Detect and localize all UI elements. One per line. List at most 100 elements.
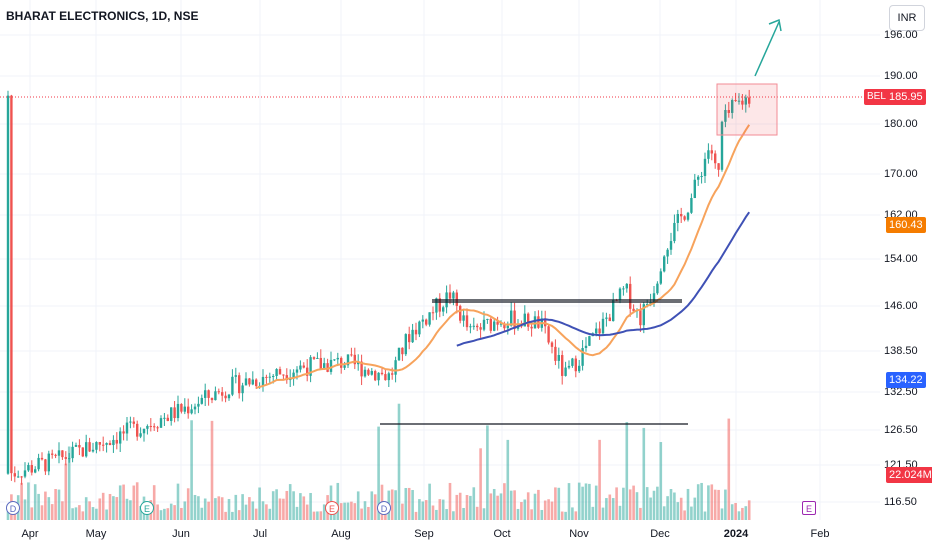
candle-body <box>108 443 112 446</box>
candle-body <box>227 394 231 399</box>
candle-body <box>744 97 747 105</box>
event-marker-icon[interactable]: D <box>6 501 20 515</box>
x-tick-label: Dec <box>650 528 670 540</box>
volume-bar <box>261 501 265 520</box>
candle-body <box>503 323 506 329</box>
candle-body <box>221 392 224 396</box>
volume-bar <box>435 509 438 520</box>
candle-body <box>720 121 724 170</box>
volume-bar <box>724 489 727 520</box>
candle-body <box>710 150 713 154</box>
volume-bar <box>625 422 629 520</box>
volume-bar <box>193 494 197 520</box>
volume-bar <box>217 496 221 520</box>
candle-body <box>336 357 339 360</box>
volume-bar <box>394 490 397 520</box>
volume-bar <box>700 482 703 520</box>
candle-body <box>663 256 666 272</box>
volume-bar <box>234 494 238 520</box>
currency-button[interactable]: INR <box>889 5 925 31</box>
sma-fast-line <box>255 124 751 389</box>
candle-body <box>27 465 30 471</box>
candle-body <box>13 473 16 477</box>
candle-body <box>642 304 645 326</box>
candle-body <box>482 319 486 330</box>
candle-body <box>367 369 370 375</box>
candle-body <box>204 390 207 398</box>
candle-body <box>251 379 254 385</box>
candle-body <box>554 346 557 361</box>
volume-bar <box>608 494 612 520</box>
candle-body <box>54 454 57 456</box>
volume-bar <box>23 499 27 520</box>
volume-bar <box>513 490 516 520</box>
volume-bar <box>540 509 544 520</box>
volume-bar <box>581 486 584 520</box>
candle-body <box>224 395 227 399</box>
y-tick-label: 132.50 <box>884 386 918 398</box>
candle-body <box>173 407 176 419</box>
event-marker-icon[interactable]: E <box>325 501 339 515</box>
candle-body <box>561 355 564 376</box>
candle-body <box>646 304 649 306</box>
volume-bar <box>503 483 506 520</box>
candle-body <box>105 443 108 445</box>
volume-bar <box>618 505 622 520</box>
candle-body <box>57 450 61 456</box>
volume-bar <box>734 502 737 520</box>
candle-body <box>714 153 717 164</box>
candle-body <box>299 365 302 370</box>
candle-body <box>190 409 193 414</box>
y-tick-label: 190.00 <box>884 70 918 82</box>
volume-bar <box>115 497 119 520</box>
y-tick-label: 154.00 <box>884 253 918 265</box>
volume-bar <box>390 489 394 520</box>
candle-body <box>40 457 44 460</box>
volume-bar <box>299 493 302 520</box>
volume-bar <box>370 491 374 520</box>
candle-body <box>329 359 333 372</box>
y-tick-label: 170.00 <box>884 168 918 180</box>
candle-body <box>584 345 588 349</box>
volume-bar <box>237 510 241 520</box>
volume-bar <box>492 488 496 520</box>
candle-body <box>622 288 625 290</box>
volume-bar <box>707 485 710 520</box>
volume-bar <box>132 485 136 520</box>
volume-bar <box>129 500 132 520</box>
volume-bar <box>747 500 751 520</box>
candle-body <box>312 357 316 359</box>
candle-body <box>557 355 560 361</box>
candle-body <box>210 397 214 401</box>
candle-body <box>10 95 13 474</box>
event-marker-icon[interactable]: E <box>802 501 816 515</box>
candle-body <box>98 442 101 445</box>
event-marker-icon[interactable]: E <box>140 501 154 515</box>
event-marker-icon[interactable]: D <box>377 501 391 515</box>
volume-bar <box>645 487 649 520</box>
candle-body <box>231 376 234 395</box>
candle-body <box>153 426 156 428</box>
candle-body <box>472 325 475 327</box>
volume-bar <box>101 492 105 520</box>
candle-body <box>119 431 122 444</box>
candle-body <box>363 369 367 377</box>
y-tick-label: 196.00 <box>884 29 918 41</box>
candle-body <box>459 305 462 321</box>
candle-body <box>486 318 489 320</box>
candle-body <box>533 316 537 329</box>
volume-bar <box>81 511 85 520</box>
volume-bar <box>567 483 571 520</box>
candle-body <box>564 367 567 376</box>
candle-body <box>748 97 751 104</box>
consolidation-box <box>716 83 778 136</box>
volume-bar <box>418 499 421 520</box>
candle-body <box>95 442 98 450</box>
volume-bar <box>343 502 346 520</box>
volume-bar <box>730 504 734 520</box>
volume-bar <box>44 491 47 520</box>
volume-bar <box>452 511 455 520</box>
volume-bar <box>20 482 23 520</box>
candle-body <box>282 374 285 376</box>
